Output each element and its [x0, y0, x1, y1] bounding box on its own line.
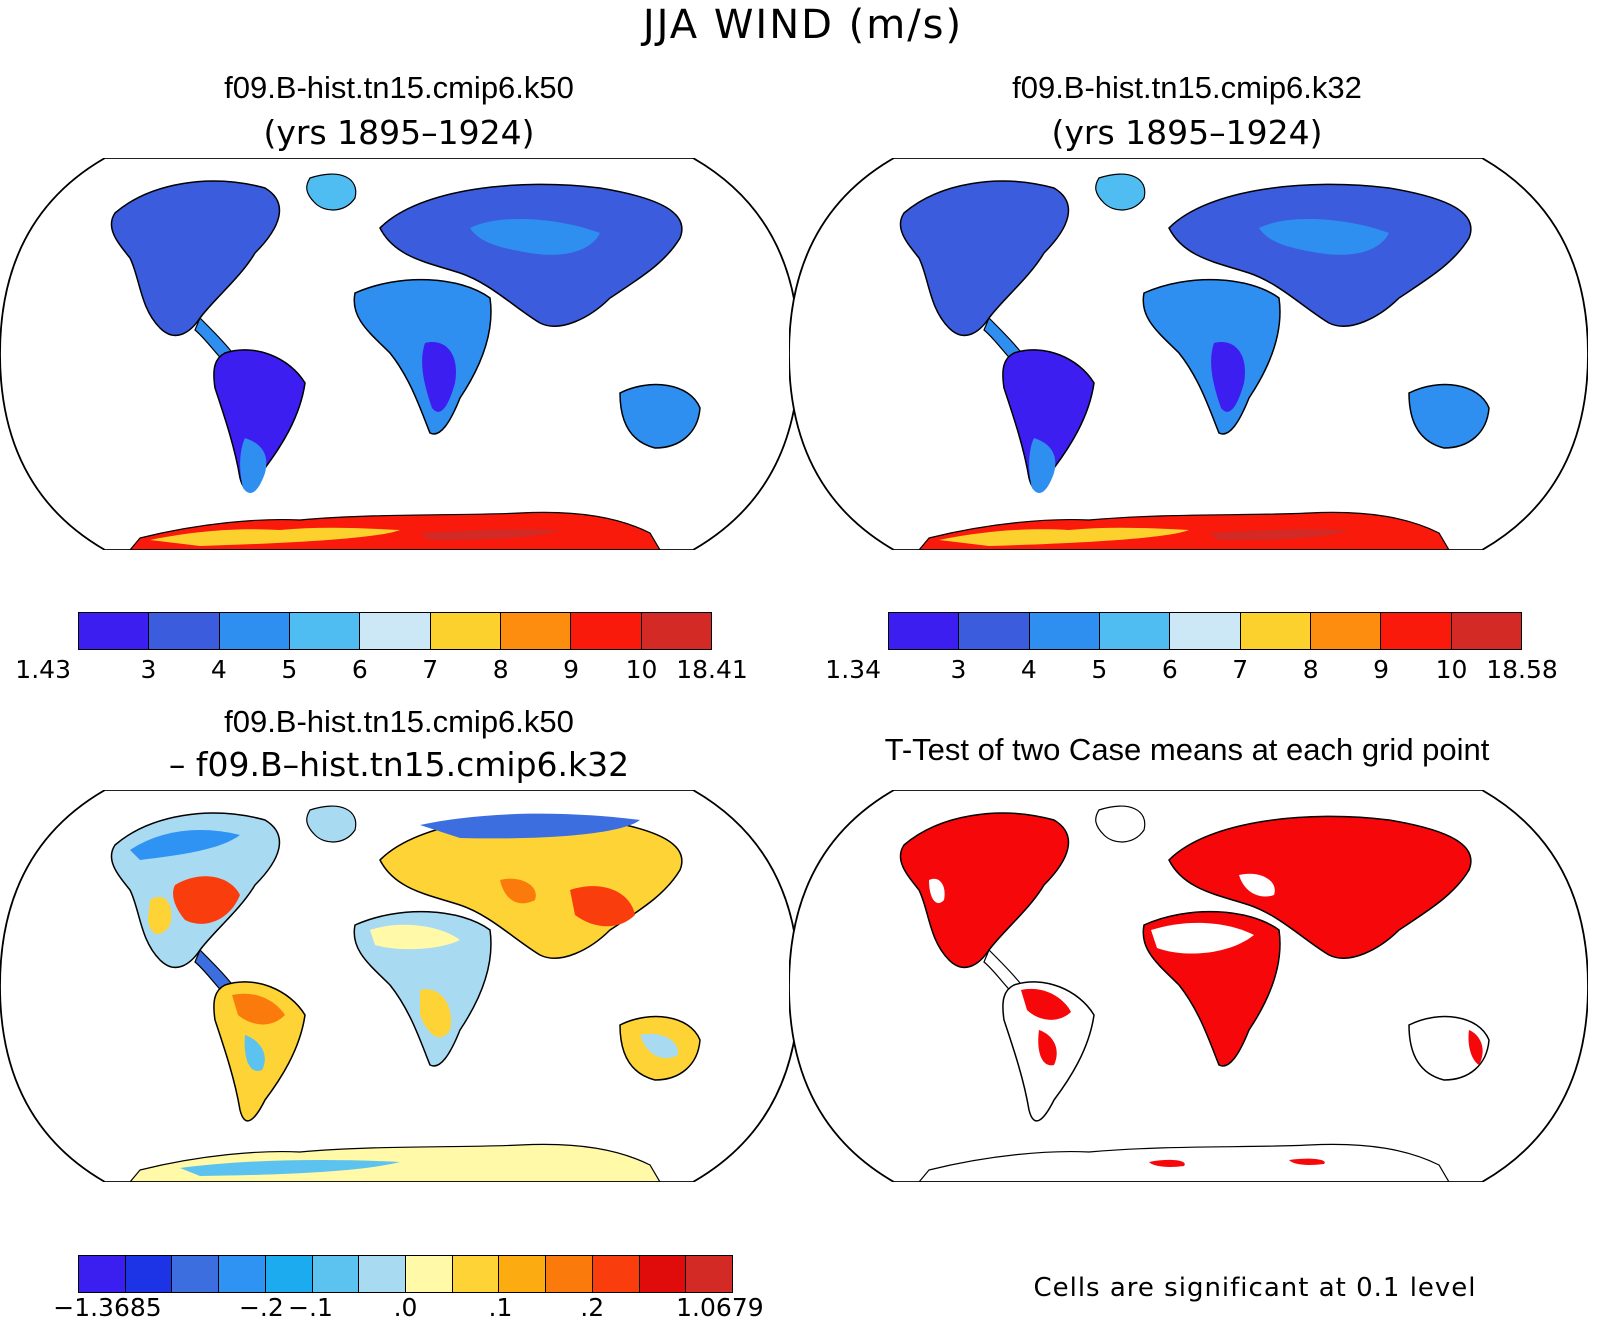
- figure-title: JJA WIND (m/s): [642, 2, 964, 48]
- colorbar-swatch: [172, 1256, 220, 1292]
- colorbar-swatch: [265, 1256, 313, 1292]
- colorbar-tick-label: 3: [140, 655, 157, 684]
- colorbar-swatch: [641, 613, 711, 649]
- colorbar-swatch: [359, 1256, 407, 1292]
- colorbar-swatch: [149, 613, 220, 649]
- panel-2-title: f09.B-hist.tn15.cmip6.k32: [1012, 70, 1362, 105]
- colorbar-swatch: [289, 613, 361, 649]
- colorbar-swatch: [1310, 613, 1382, 649]
- colorbar-swatch: [1099, 613, 1171, 649]
- colorbar-swatch: [406, 1256, 453, 1292]
- colorbar-swatch: [500, 613, 572, 649]
- colorbar-tick-label: 1.43: [15, 655, 71, 684]
- colorbar-tick-label: .0: [393, 1293, 418, 1322]
- colorbar-panel-3-labels: −1.3685 −.2 −.1 .0 .1 .2 1.0679: [53, 1293, 763, 1325]
- panel-3-subtitle: – f09.B–hist.tn15.cmip6.k32: [168, 745, 630, 784]
- colorbar-tick-label: 3: [950, 655, 967, 684]
- colorbar-swatch: [546, 1256, 593, 1292]
- colorbar-swatch: [1029, 613, 1100, 649]
- colorbar-tick-label: 6: [1161, 655, 1178, 684]
- colorbar-tick-label: 18.58: [1486, 655, 1558, 684]
- map-panel-1: [0, 158, 799, 550]
- colorbar-tick-label: 8: [492, 655, 509, 684]
- colorbar-swatch: [889, 613, 960, 649]
- colorbar-swatch: [959, 613, 1030, 649]
- colorbar-tick-label: .1: [488, 1293, 513, 1322]
- colorbar-tick-label: 4: [210, 655, 227, 684]
- colorbar-tick-label: −.2: [238, 1293, 284, 1322]
- colorbar-tick-label: .2: [580, 1293, 605, 1322]
- colorbar-swatch: [1240, 613, 1311, 649]
- colorbar-swatch: [592, 1256, 640, 1292]
- panel-1-subtitle: (yrs 1895–1924): [263, 113, 535, 152]
- colorbar-tick-label: 9: [563, 655, 580, 684]
- colorbar-tick-label: 4: [1020, 655, 1037, 684]
- colorbar-tick-label: 10: [1435, 655, 1468, 684]
- colorbar-swatch: [219, 613, 290, 649]
- colorbar-swatch: [219, 1256, 266, 1292]
- colorbar-panel-2: [888, 612, 1522, 650]
- colorbar-tick-label: 6: [351, 655, 368, 684]
- colorbar-tick-label: 5: [1091, 655, 1108, 684]
- colorbar-swatch: [499, 1256, 547, 1292]
- colorbar-swatch: [430, 613, 501, 649]
- panel-4-footnote: Cells are significant at 0.1 level: [1033, 1273, 1477, 1303]
- colorbar-swatch: [686, 1256, 733, 1292]
- map-panel-3: [0, 790, 799, 1182]
- colorbar-swatch: [360, 613, 431, 649]
- map-panel-2: [789, 158, 1588, 550]
- panel-1-title: f09.B-hist.tn15.cmip6.k50: [224, 70, 574, 105]
- colorbar-tick-label: 9: [1373, 655, 1390, 684]
- map-panel-4: [789, 790, 1588, 1182]
- colorbar-tick-label: 5: [281, 655, 298, 684]
- colorbar-tick-label: 10: [625, 655, 658, 684]
- panel-3-title: f09.B-hist.tn15.cmip6.k50: [224, 704, 574, 739]
- panel-4-title: T-Test of two Case means at each grid po…: [884, 732, 1490, 767]
- colorbar-swatch: [571, 613, 642, 649]
- colorbar-swatch: [1451, 613, 1521, 649]
- colorbar-tick-label: 1.34: [825, 655, 881, 684]
- colorbar-tick-label: 7: [422, 655, 439, 684]
- colorbar-tick-label: 18.41: [676, 655, 748, 684]
- colorbar-swatch: [79, 613, 150, 649]
- colorbar-swatch: [125, 1256, 173, 1292]
- colorbar-tick-label: 8: [1302, 655, 1319, 684]
- colorbar-swatch: [79, 1256, 126, 1292]
- panel-2-subtitle: (yrs 1895–1924): [1051, 113, 1323, 152]
- colorbar-tick-label: −.1: [288, 1293, 333, 1322]
- colorbar-swatch: [312, 1256, 360, 1292]
- colorbar-swatch: [1381, 613, 1452, 649]
- colorbar-tick-label: 1.0679: [676, 1293, 764, 1322]
- colorbar-tick-label: −1.3685: [53, 1293, 162, 1322]
- colorbar-panel-2-labels: 1.34 3 4 5 6 7 8 9 10 18.58: [825, 655, 1557, 687]
- colorbar-panel-1-labels: 1.43 3 4 5 6 7 8 9 10 18.41: [15, 655, 747, 687]
- colorbar-swatch: [639, 1256, 687, 1292]
- colorbar-tick-label: 7: [1232, 655, 1249, 684]
- colorbar-swatch: [452, 1256, 500, 1292]
- colorbar-panel-1: [78, 612, 712, 650]
- colorbar-panel-3: [78, 1255, 733, 1293]
- colorbar-swatch: [1170, 613, 1241, 649]
